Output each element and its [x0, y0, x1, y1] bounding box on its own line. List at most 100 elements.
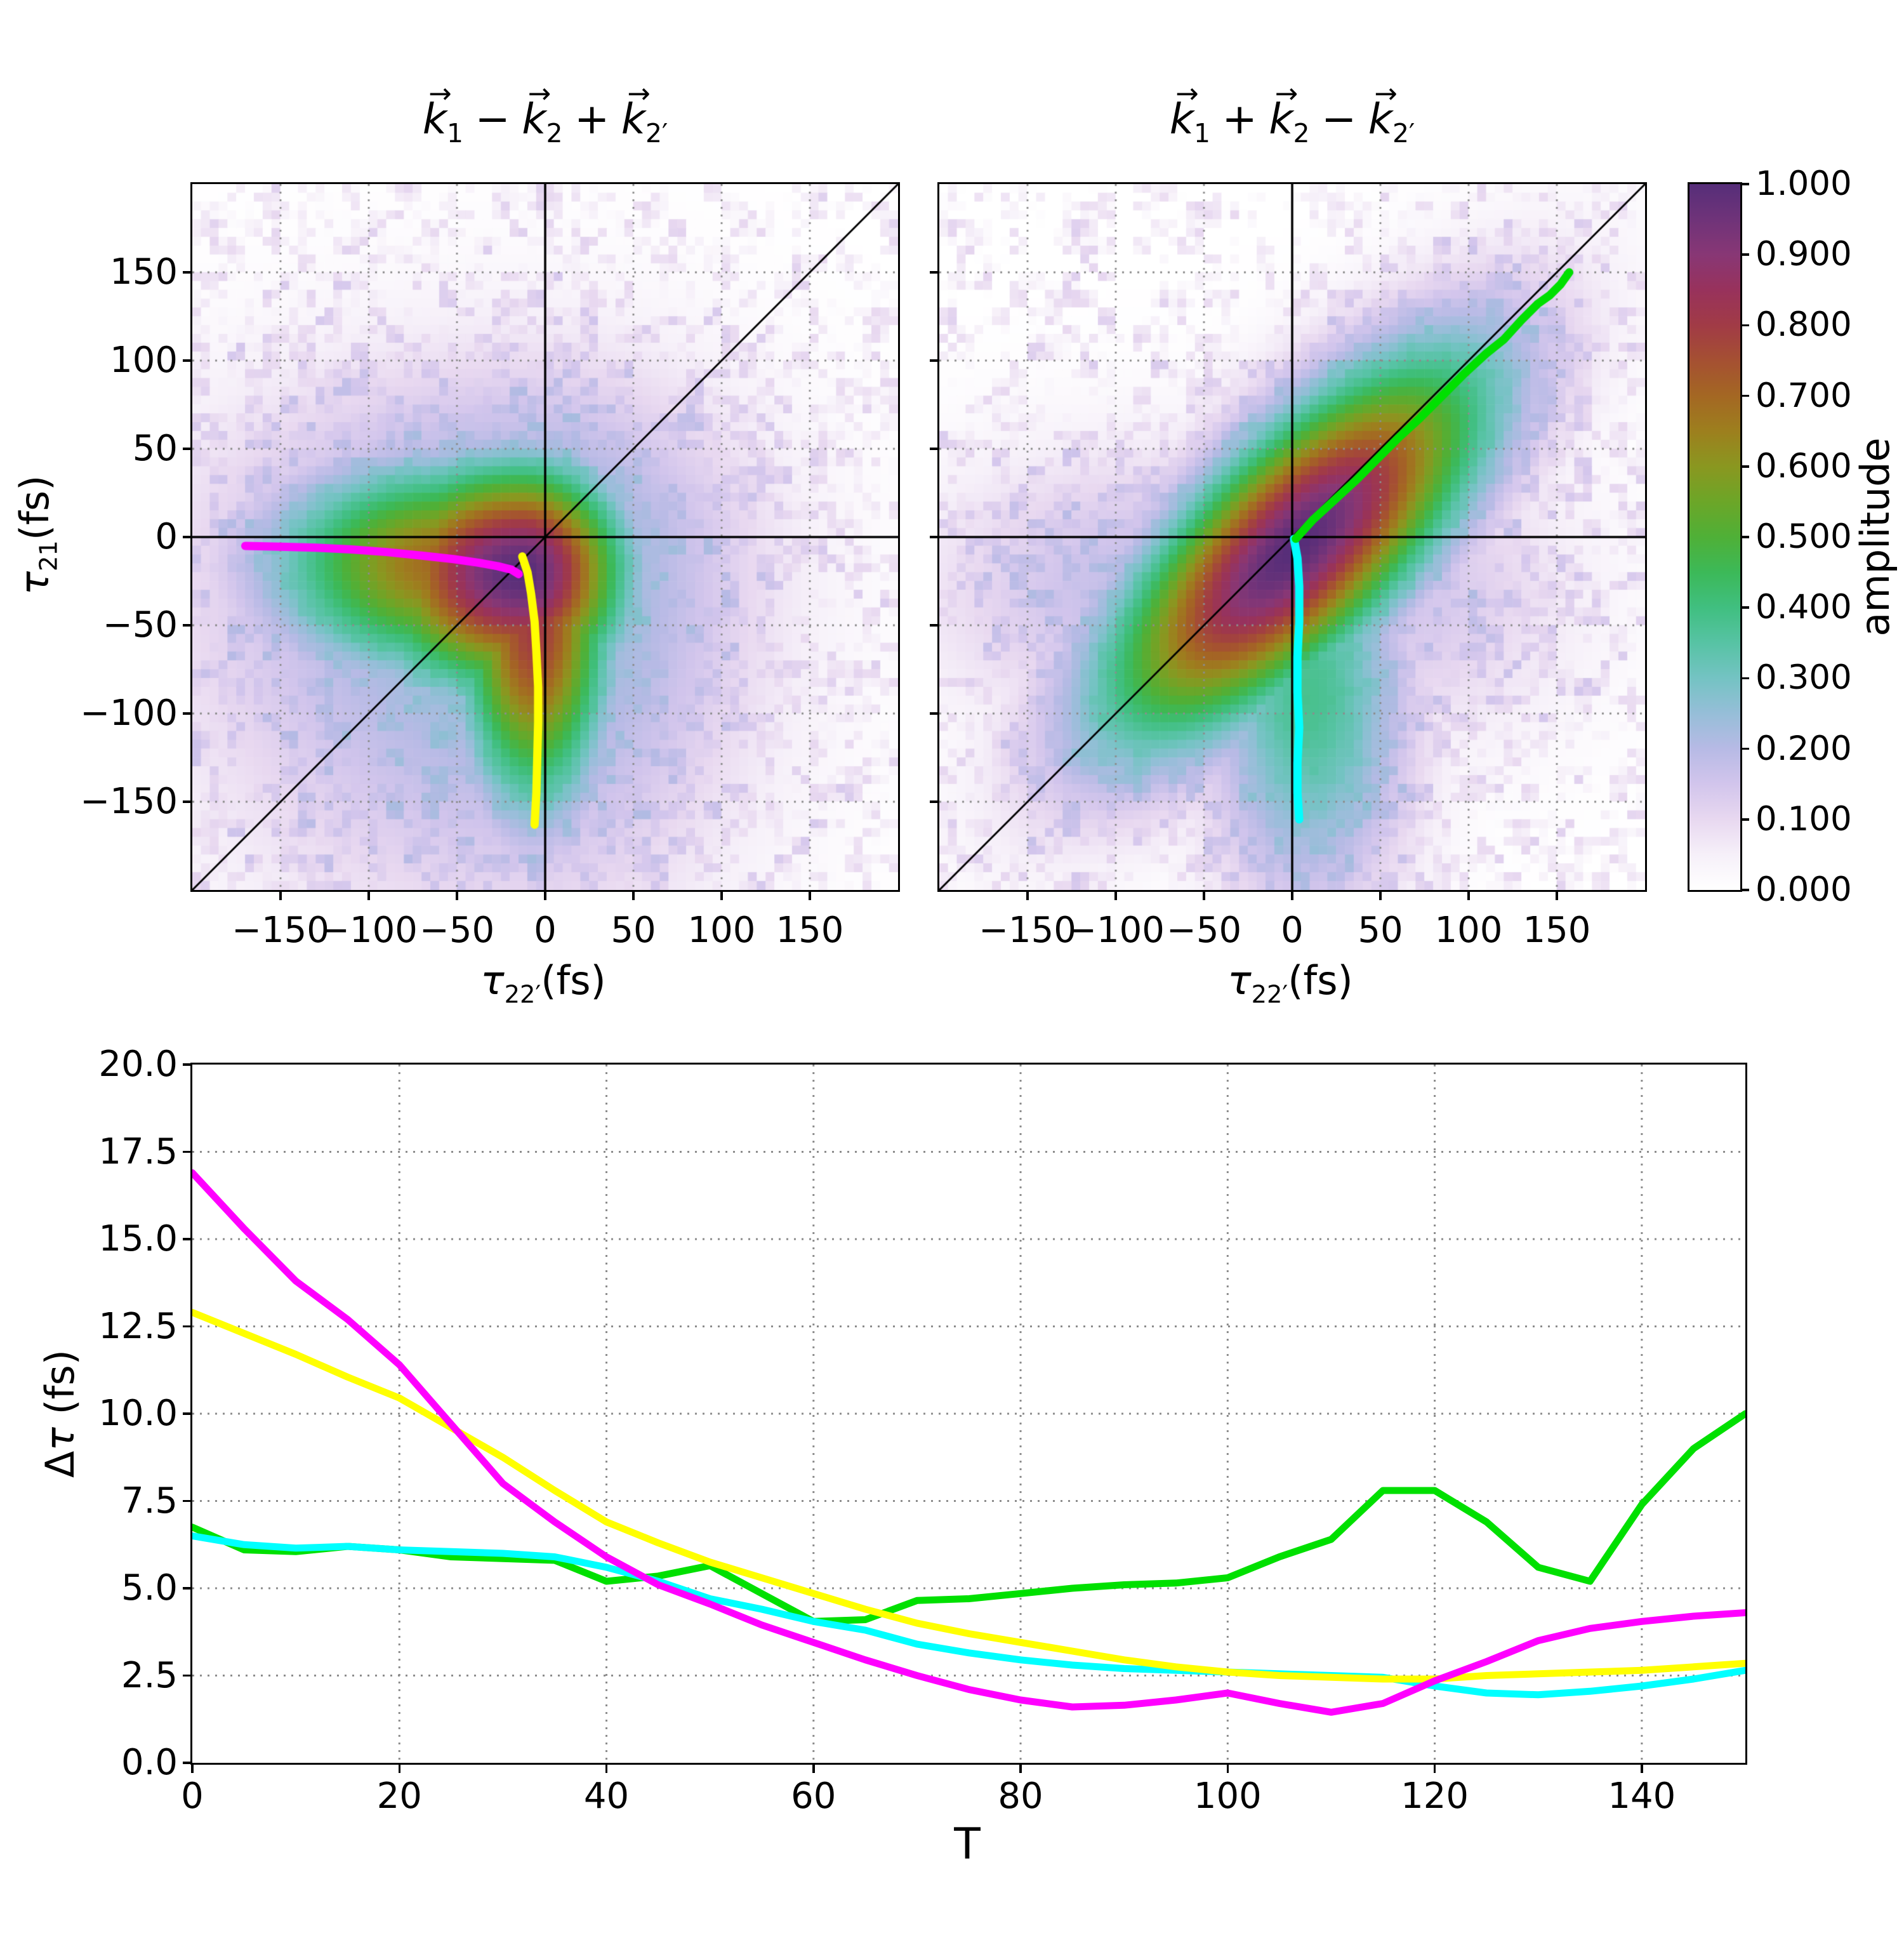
colorbar-tick-label: 0.200 — [1755, 729, 1852, 768]
x-tick-label: 50 — [611, 910, 656, 951]
y-tick-mark — [183, 1063, 192, 1066]
colorbar-tick-mark — [1740, 183, 1749, 185]
y-tick-mark — [930, 800, 939, 803]
y-tick-mark — [930, 536, 939, 538]
left-xaxis-label: τ22′(fs) — [480, 957, 606, 1009]
vector-k2prime: k → 2′ — [621, 78, 668, 149]
series-cyan-tau21-ridge-width — [192, 1532, 1745, 1699]
x-tick-mark — [1203, 890, 1205, 900]
series-magenta-tau22-ridge-width — [192, 1169, 1745, 1716]
vector-k2: k → 2 — [522, 78, 563, 149]
x-tick-mark — [1291, 890, 1293, 900]
x-tick-mark — [812, 1763, 815, 1773]
line-chart-svg — [192, 1065, 1745, 1763]
x-tick-label: 50 — [1358, 910, 1403, 951]
x-tick-label: −150 — [979, 910, 1076, 951]
colorbar-tick-mark — [1740, 677, 1749, 680]
colorbar-tick-label: 0.900 — [1755, 235, 1852, 274]
x-tick-label: 150 — [776, 910, 844, 951]
colorbar-tick-label: 0.600 — [1755, 446, 1852, 486]
colorbar-tick-mark — [1740, 465, 1749, 468]
x-tick-mark — [1379, 890, 1382, 900]
y-tick-label: 100 — [110, 340, 178, 381]
x-tick-label: 120 — [1401, 1776, 1469, 1817]
series-yellow-tau21-ridge-width — [192, 1309, 1745, 1683]
y-tick-label: 20.0 — [98, 1044, 178, 1085]
x-tick-label: −150 — [232, 910, 329, 951]
y-tick-label: 10.0 — [98, 1393, 178, 1434]
vector-k2: k → 2 — [1269, 78, 1310, 149]
left-plot-title: k → 1− k → 2 + k → 2′ — [260, 78, 831, 149]
y-tick-mark — [183, 1499, 192, 1503]
colorbar-tick-label: 1.000 — [1755, 164, 1852, 203]
colorbar-tick-mark — [1740, 324, 1749, 327]
x-tick-mark — [605, 1763, 608, 1773]
vector-arrow-icon: → — [627, 78, 651, 110]
x-tick-label: 0 — [1281, 910, 1304, 951]
x-tick-mark — [720, 890, 723, 900]
x-tick-label: 60 — [791, 1776, 836, 1817]
y-tick-mark — [183, 1674, 192, 1677]
y-tick-label: −50 — [102, 604, 178, 646]
x-tick-label: 100 — [1434, 910, 1503, 951]
x-tick-mark — [279, 890, 282, 900]
right-xaxis-label: τ22′(fs) — [1227, 957, 1353, 1009]
y-tick-mark — [183, 1762, 192, 1764]
x-tick-mark — [367, 890, 370, 900]
x-tick-mark — [1641, 1763, 1643, 1773]
colorbar-tick-label: 0.400 — [1755, 588, 1852, 627]
y-tick-mark — [930, 359, 939, 362]
vector-k1: k → 1 — [1169, 78, 1210, 149]
y-tick-label: 150 — [110, 251, 178, 293]
vector-arrow-icon: → — [1374, 78, 1398, 110]
colorbar-tick-mark — [1740, 889, 1749, 891]
y-tick-label: 15.0 — [98, 1218, 178, 1259]
x-tick-mark — [191, 1763, 194, 1773]
colorbar-tick-label: 0.100 — [1755, 799, 1852, 839]
colorbar-tick-mark — [1740, 394, 1749, 397]
y-tick-mark — [183, 1412, 192, 1415]
colorbar-tick-label: 0.500 — [1755, 517, 1852, 556]
operator: − — [475, 95, 510, 143]
bottom-xaxis-label: T — [954, 1819, 981, 1869]
y-tick-label: −150 — [80, 781, 178, 822]
x-tick-mark — [1556, 890, 1558, 900]
colorbar — [1688, 182, 1742, 892]
y-tick-mark — [183, 1325, 192, 1328]
left-yaxis-label: τ21(fs) — [11, 475, 63, 595]
y-tick-mark — [183, 448, 192, 450]
colorbar-tick-label: 0.700 — [1755, 376, 1852, 415]
x-tick-mark — [1467, 890, 1470, 900]
operator: + — [574, 95, 610, 143]
x-tick-label: 20 — [376, 1776, 422, 1817]
x-tick-label: −100 — [1067, 910, 1165, 951]
y-tick-label: 50 — [132, 428, 178, 469]
left-heatmap-canvas — [192, 184, 898, 890]
y-tick-label: 0.0 — [121, 1742, 178, 1783]
x-tick-mark — [1433, 1763, 1436, 1773]
y-tick-mark — [183, 1150, 192, 1153]
colorbar-tick-label: 0.800 — [1755, 305, 1852, 345]
x-tick-mark — [1019, 1763, 1022, 1773]
x-tick-mark — [1026, 890, 1029, 900]
y-tick-label: 7.5 — [121, 1480, 178, 1522]
y-tick-label: 5.0 — [121, 1567, 178, 1609]
series-green-diagonal-ridge-width — [192, 1410, 1745, 1625]
x-tick-mark — [1226, 1763, 1229, 1773]
right-heatmap-plot — [937, 182, 1647, 892]
x-tick-label: 100 — [687, 910, 756, 951]
x-tick-label: −100 — [320, 910, 418, 951]
x-tick-label: −50 — [1166, 910, 1242, 951]
colorbar-tick-label: 0.300 — [1755, 658, 1852, 698]
y-tick-mark — [930, 624, 939, 627]
y-tick-mark — [183, 1587, 192, 1590]
y-tick-label: 2.5 — [121, 1654, 178, 1696]
y-tick-mark — [930, 271, 939, 274]
right-heatmap-canvas — [939, 184, 1645, 890]
left-heatmap-plot — [190, 182, 900, 892]
y-tick-mark — [930, 448, 939, 450]
x-tick-label: 0 — [181, 1776, 204, 1817]
line-chart-plot — [190, 1063, 1747, 1765]
y-tick-label: 17.5 — [98, 1131, 178, 1172]
